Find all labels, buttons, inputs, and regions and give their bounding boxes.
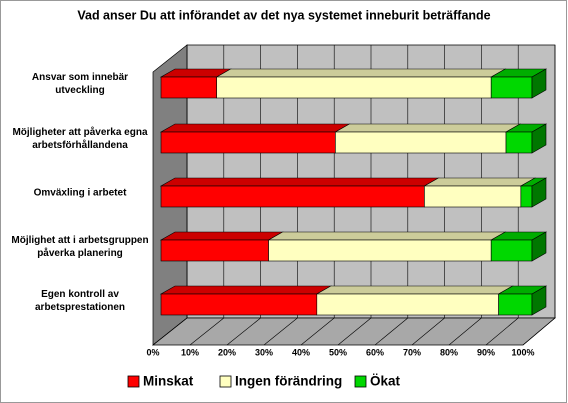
floor-grid-line xyxy=(522,317,556,346)
bar xyxy=(160,131,336,154)
bar xyxy=(268,239,492,262)
category-label: Omväxling i arbetet xyxy=(33,187,127,198)
x-tick-label: 80% xyxy=(440,347,458,357)
x-tick-label: 10% xyxy=(181,347,199,357)
legend-label: Ingen förändring xyxy=(235,374,342,389)
floor-grid-line xyxy=(226,317,261,346)
x-tick-label: 20% xyxy=(218,347,236,357)
bar-top xyxy=(159,285,332,295)
category-label: Möjlighet att i arbetsgruppen påverka pl… xyxy=(11,234,149,259)
bar-end xyxy=(531,285,547,316)
x-tick-label: 40% xyxy=(292,347,310,357)
bar xyxy=(490,76,533,99)
bar xyxy=(216,76,492,99)
floor-grid-line xyxy=(411,317,445,346)
bar-end xyxy=(531,68,547,99)
bar xyxy=(520,185,533,208)
bar xyxy=(335,131,507,154)
legend-swatch xyxy=(127,375,140,388)
bar-top xyxy=(159,177,440,187)
bar-end xyxy=(531,123,547,154)
bar xyxy=(160,239,269,262)
floor-grid-line xyxy=(300,317,335,346)
bar-top xyxy=(423,177,536,187)
bar-top xyxy=(334,123,522,133)
bar xyxy=(490,239,533,262)
bar-end xyxy=(531,231,547,262)
x-tick-label: 50% xyxy=(329,347,347,357)
bar xyxy=(498,293,533,316)
chart-title: Vad anser Du att införandet av det nya s… xyxy=(77,8,490,22)
bar-top xyxy=(159,123,351,133)
floor-grid-line xyxy=(189,317,224,346)
floor-grid-line xyxy=(448,317,482,346)
floor-grid-line xyxy=(374,317,408,346)
legend-swatch xyxy=(219,375,232,388)
x-tick-label: 0% xyxy=(146,347,159,357)
bar-top xyxy=(315,285,514,295)
floor xyxy=(151,317,556,346)
x-tick-label: 30% xyxy=(255,347,273,357)
floor-grid-line xyxy=(152,317,188,346)
bar-end xyxy=(531,177,547,208)
x-tick-label: 90% xyxy=(477,347,495,357)
bar-top xyxy=(215,68,507,78)
bar xyxy=(424,185,522,208)
bar xyxy=(505,131,533,154)
x-tick-label: 100% xyxy=(511,347,534,357)
bar xyxy=(160,185,425,208)
bar-top xyxy=(267,231,507,241)
legend-label: Minskat xyxy=(143,374,194,389)
floor-grid-line xyxy=(337,317,372,346)
floor-grid-line xyxy=(263,317,298,346)
category-label: Möjligheter att påverka egna arbetsförhå… xyxy=(12,126,148,151)
x-tick-label: 60% xyxy=(366,347,384,357)
legend-label: Ökat xyxy=(370,374,401,389)
category-label: Ansvar som innebär utveckling xyxy=(31,71,129,96)
category-label: Egen kontroll av arbetsprestationen xyxy=(34,288,126,313)
bar xyxy=(160,76,217,99)
bar xyxy=(316,293,499,316)
floor-grid-line xyxy=(485,317,519,346)
x-tick-label: 70% xyxy=(403,347,421,357)
legend-swatch xyxy=(354,375,367,388)
bar xyxy=(160,293,318,316)
bar-top xyxy=(159,231,284,241)
